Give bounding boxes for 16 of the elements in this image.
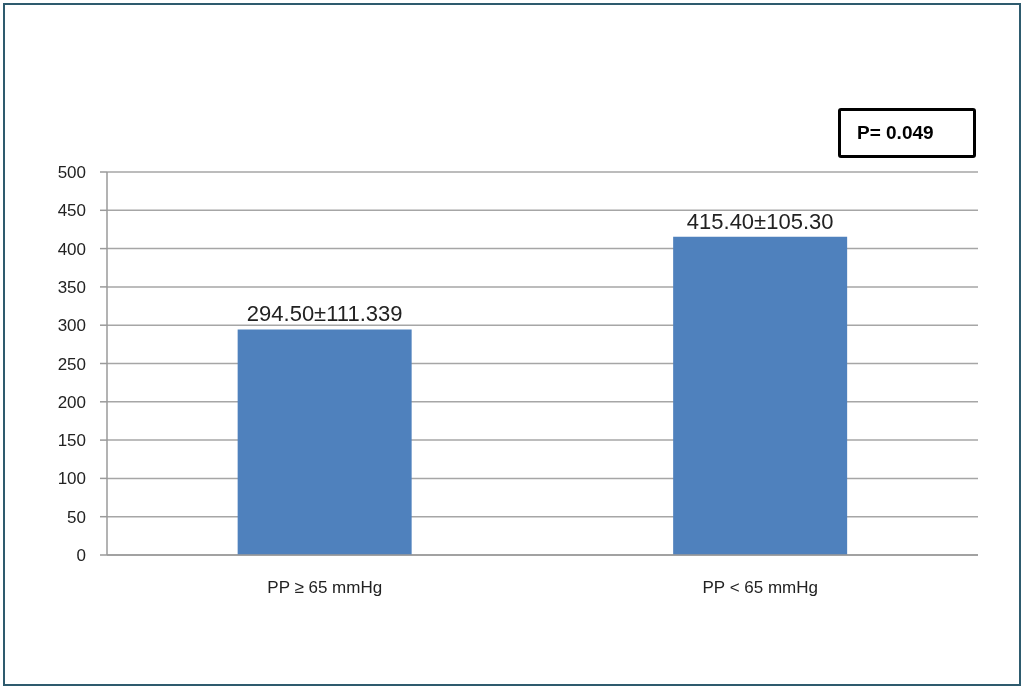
y-tick-label: 150 <box>57 431 86 451</box>
y-tick-label: 450 <box>57 201 86 221</box>
y-tick-label: 50 <box>67 507 86 527</box>
y-tick-label: 400 <box>57 239 86 259</box>
y-tick-label: 250 <box>57 354 86 374</box>
y-tick-label: 100 <box>57 469 86 489</box>
data-label: 415.40±105.30 <box>686 208 834 234</box>
y-tick-label: 300 <box>57 316 86 336</box>
y-tick-label: 0 <box>76 546 86 566</box>
y-tick-label: 350 <box>57 277 86 297</box>
outline-box: P= 0.049 <box>838 108 976 158</box>
x-tick-label: PP ≥ 65 mmHg <box>267 578 383 598</box>
x-tick-label: PP < 65 mmHg <box>702 578 818 598</box>
data-label: 294.50±111.339 <box>246 301 403 327</box>
y-tick-label: 200 <box>57 392 86 412</box>
y-tick-label: 500 <box>57 163 86 183</box>
